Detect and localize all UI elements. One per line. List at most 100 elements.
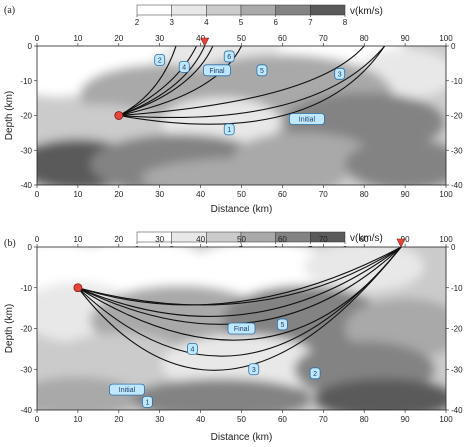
ray-label-box	[289, 113, 325, 125]
ray-label-box	[276, 318, 288, 331]
y-tick-label-right: -30	[451, 146, 463, 155]
receiver-marker	[396, 238, 406, 248]
ray-path	[77, 247, 402, 306]
ray-label-text: 5	[260, 68, 264, 75]
x-tick-label-top: 100	[439, 34, 453, 43]
y-tick-label: 0	[28, 243, 33, 252]
y-tick-label-right: -10	[451, 77, 463, 86]
ray-label: Initial	[289, 113, 325, 125]
y-tick-label: -40	[20, 181, 32, 190]
y-tick-label: -40	[20, 406, 32, 415]
ray-path	[118, 46, 214, 117]
y-tick-label: 0	[28, 42, 33, 51]
x-tick-label-top: 10	[73, 235, 82, 244]
ray-label-box	[142, 395, 153, 408]
velocity-blob	[345, 139, 446, 185]
y-axis-label: Depth (km)	[4, 91, 15, 140]
velocity-blob	[131, 378, 312, 410]
ray-label-box	[223, 123, 235, 136]
x-tick-label-top: 70	[319, 235, 328, 244]
x-tick-label-top: 30	[155, 34, 164, 43]
rays	[77, 247, 402, 371]
x-tick-label: 90	[401, 190, 410, 199]
x-tick-label: 100	[439, 190, 453, 199]
x-tick-label: 90	[401, 415, 410, 424]
x-tick-label-top: 20	[114, 235, 123, 244]
ray-label: 3	[248, 363, 260, 376]
y-tick-label-right: -20	[451, 112, 463, 121]
ray-path	[118, 46, 365, 117]
colorbar-segment	[240, 231, 276, 243]
x-tick-label: 0	[35, 190, 40, 199]
x-tick-label: 20	[114, 190, 123, 199]
x-tick-label-top: 60	[278, 235, 287, 244]
velocity-blob	[141, 158, 342, 185]
colorbar: 2 3 4 5 6 7 8v(km/s)	[135, 4, 383, 27]
x-tick-label: 50	[237, 415, 246, 424]
panel-label: (b)	[4, 238, 16, 249]
y-tick-label-right: -30	[451, 365, 463, 374]
x-tick-label-top: 90	[401, 235, 410, 244]
colorbar-segment	[310, 231, 346, 243]
x-tick-label: 30	[155, 190, 164, 199]
x-tick-label-top: 90	[401, 34, 410, 43]
ray-label-text: Initial	[119, 387, 136, 394]
ray-label-text: 2	[158, 57, 162, 64]
ray-label-box	[187, 342, 198, 355]
x-tick-label-top: 80	[360, 235, 369, 244]
ray-label: 3	[334, 67, 346, 80]
ray-label-text: Final	[234, 326, 250, 333]
ray-label: Final	[203, 64, 231, 77]
y-tick-label: -20	[20, 325, 32, 334]
ray-label-box	[227, 322, 256, 335]
x-axis-label: Distance (km)	[211, 204, 273, 215]
ray-path	[77, 247, 402, 325]
y-tick-label: -20	[20, 112, 32, 121]
ray-label-box	[109, 383, 145, 396]
ray-label: 4	[178, 60, 190, 73]
ray-label-box	[256, 64, 268, 77]
ray-label: 1	[223, 123, 235, 136]
x-tick-label: 10	[73, 190, 82, 199]
colorbar-tick-label: 3	[169, 18, 174, 27]
panel-b: (b)2345678v(km/s)00101020203030404050506…	[4, 231, 463, 443]
ray-label-text: Final	[209, 68, 225, 75]
ray-label: Final	[227, 322, 256, 335]
y-tick-label-right: 0	[451, 42, 456, 51]
velocity-blob	[314, 378, 446, 410]
y-axis-label: Depth (km)	[4, 304, 15, 353]
x-tick-label: 50	[237, 190, 246, 199]
ray-path	[118, 46, 386, 118]
colorbar-segment	[171, 4, 207, 16]
x-tick-label: 10	[73, 415, 82, 424]
x-tick-label-top: 0	[35, 235, 40, 244]
ray-label-text: 3	[252, 367, 256, 374]
y-tick-label-right: -10	[451, 284, 463, 293]
ray-label: 1	[142, 395, 153, 408]
ray-label-text: 5	[280, 322, 284, 329]
velocity-blob	[48, 333, 189, 390]
x-tick-label: 80	[360, 190, 369, 199]
x-tick-label-top: 70	[319, 34, 328, 43]
x-tick-label: 30	[155, 415, 164, 424]
ray-label-text: 2	[313, 371, 317, 378]
ray-label: 5	[256, 64, 268, 77]
ray-label-text: 3	[338, 71, 342, 78]
y-tick-label-right: 0	[451, 243, 456, 252]
colorbar-segment	[136, 4, 172, 16]
x-tick-label: 100	[439, 415, 453, 424]
y-tick-label-right: -40	[451, 406, 463, 415]
x-tick-label-top: 0	[35, 34, 40, 43]
colorbar-segment	[206, 4, 242, 16]
ray-path	[77, 247, 402, 341]
x-tick-label: 40	[196, 190, 205, 199]
panel-label: (a)	[4, 5, 15, 16]
field-blobs	[37, 247, 446, 410]
ray-label-box	[223, 50, 235, 63]
ray-label-box	[248, 363, 260, 376]
ray-path	[118, 46, 177, 116]
x-tick-label: 40	[196, 415, 205, 424]
y-tick-label-right: -40	[451, 181, 463, 190]
source-marker	[114, 111, 124, 120]
x-tick-label: 80	[360, 415, 369, 424]
